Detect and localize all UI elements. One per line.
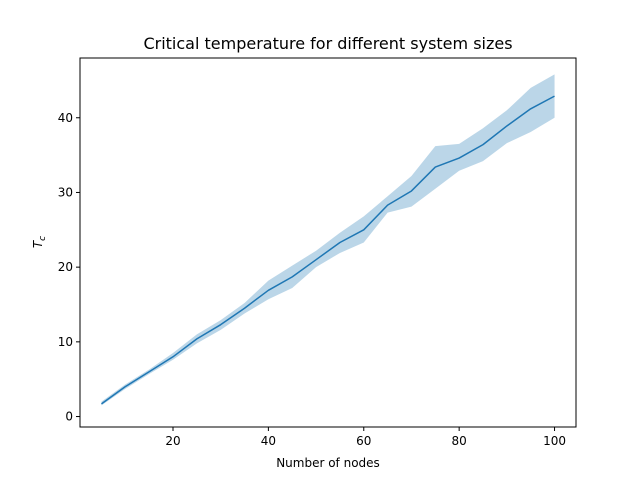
- y-axis-label-sub: c: [38, 236, 48, 241]
- chart-title: Critical temperature for different syste…: [143, 34, 512, 53]
- y-tick-label: 40: [58, 111, 73, 125]
- y-tick-label: 0: [65, 410, 73, 424]
- x-tick-label: 40: [261, 434, 276, 448]
- y-axis-label: Tc: [31, 236, 48, 248]
- plot-area: [101, 74, 555, 406]
- x-tick-label: 20: [165, 434, 180, 448]
- y-axis-label-main: T: [31, 239, 45, 248]
- x-tick-label: 60: [356, 434, 371, 448]
- y-tick-label: 20: [58, 260, 73, 274]
- x-axis-ticks: 20 40 60 80 100: [165, 427, 566, 448]
- confidence-band-0: [101, 74, 555, 406]
- x-axis-label: Number of nodes: [276, 456, 380, 470]
- y-tick-label: 10: [58, 335, 73, 349]
- x-tick-label: 100: [543, 434, 566, 448]
- y-tick-label: 30: [58, 185, 73, 199]
- x-tick-label: 80: [452, 434, 467, 448]
- axes-frame: [79, 57, 577, 428]
- series-line-0: [101, 95, 555, 405]
- y-axis-ticks: 0 10 20 30 40: [58, 111, 80, 424]
